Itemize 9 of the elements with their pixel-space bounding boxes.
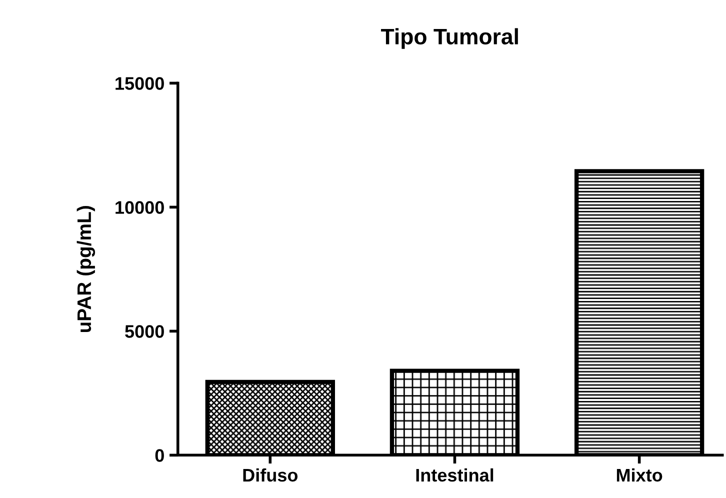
x-tick-label: Intestinal: [416, 468, 494, 482]
y-tick-label: 15000: [116, 77, 164, 90]
chart-title: Tipo Tumoral: [381, 28, 518, 49]
x-tick-label: Mixto: [616, 468, 662, 482]
y-tick-label: 0: [155, 449, 164, 462]
y-axis-title: uPAR (pg/mL): [76, 206, 96, 332]
y-tick-label: 5000: [125, 325, 164, 338]
x-tick-label: Difuso: [243, 468, 298, 482]
y-tick-label: 10000: [116, 201, 164, 214]
